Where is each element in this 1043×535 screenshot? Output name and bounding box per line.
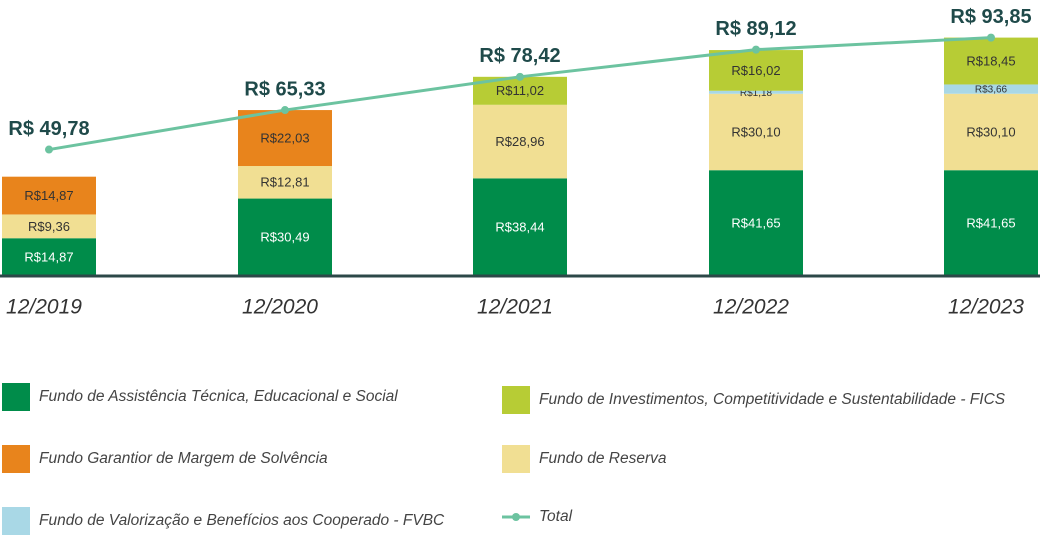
segment-label: R$11,02: [496, 83, 544, 98]
segment-label: R$30,10: [966, 124, 1015, 139]
segment-label: R$38,44: [495, 220, 544, 235]
legend-label: Fundo de Reserva: [539, 450, 667, 467]
segment-label: R$22,03: [260, 130, 309, 145]
bar-segment: [944, 93, 1038, 171]
bar-segment: [238, 110, 332, 167]
total-label: R$ 49,78: [8, 118, 89, 140]
total-label: R$ 93,85: [950, 6, 1031, 28]
total-label: R$ 65,33: [244, 78, 325, 100]
legend-point: [512, 513, 520, 521]
bar-segment: [944, 84, 1038, 94]
segment-label: R$16,02: [731, 63, 780, 78]
segment-label: R$14,87: [24, 188, 73, 203]
legend-swatch: [2, 445, 30, 473]
total-label: R$ 89,12: [715, 18, 796, 40]
x-tick-label: 12/2020: [242, 296, 318, 319]
segment-label: R$18,45: [966, 53, 1015, 68]
segment-label: R$30,10: [731, 124, 780, 139]
legend-label: Fundo de Valorização e Benefícios aos Co…: [39, 512, 445, 529]
bar-segment: [944, 170, 1038, 276]
segment-label: R$3,66: [975, 85, 1008, 96]
legend-swatch: [502, 386, 530, 414]
x-tick-label: 12/2021: [477, 296, 553, 319]
x-tick-label: 12/2019: [6, 296, 82, 319]
bar-segment: [473, 104, 567, 179]
bar-segment: [709, 90, 803, 94]
bar-segment: [2, 238, 96, 276]
bar-segment: [709, 50, 803, 91]
segment-label: R$14,87: [24, 250, 73, 265]
bar-segment: [238, 198, 332, 276]
segment-label: R$12,81: [260, 175, 309, 190]
bar-segment: [2, 176, 96, 215]
total-label: R$ 78,42: [479, 45, 560, 67]
bar-segment: [473, 178, 567, 276]
legend-label: Fundo de Investimentos, Competitividade …: [539, 391, 1006, 408]
segment-label: R$28,96: [495, 134, 544, 149]
legend-label: Fundo Garantior de Margem de Solvência: [39, 450, 328, 467]
total-point: [281, 106, 289, 115]
bar-segment: [238, 166, 332, 199]
total-point: [45, 145, 53, 154]
segment-label: R$1,18: [740, 88, 773, 99]
legend-label: Fundo de Assistência Técnica, Educaciona…: [39, 388, 398, 405]
x-tick-label: 12/2023: [948, 296, 1024, 319]
bar-segment: [2, 214, 96, 239]
legend-swatch: [2, 383, 30, 411]
legend-swatch: [502, 445, 530, 473]
total-point: [987, 33, 995, 42]
segment-label: R$30,49: [260, 230, 309, 245]
segment-label: R$41,65: [731, 216, 780, 231]
legend-swatch: [2, 507, 30, 535]
total-point: [752, 45, 760, 54]
bar-segment: [944, 37, 1038, 85]
segment-label: R$9,36: [28, 219, 70, 234]
legend-label: Total: [539, 508, 573, 525]
segment-label: R$41,65: [966, 216, 1015, 231]
bar-segment: [709, 93, 803, 171]
bar-segment: [709, 170, 803, 276]
total-point: [516, 72, 524, 81]
x-tick-label: 12/2022: [713, 296, 789, 319]
